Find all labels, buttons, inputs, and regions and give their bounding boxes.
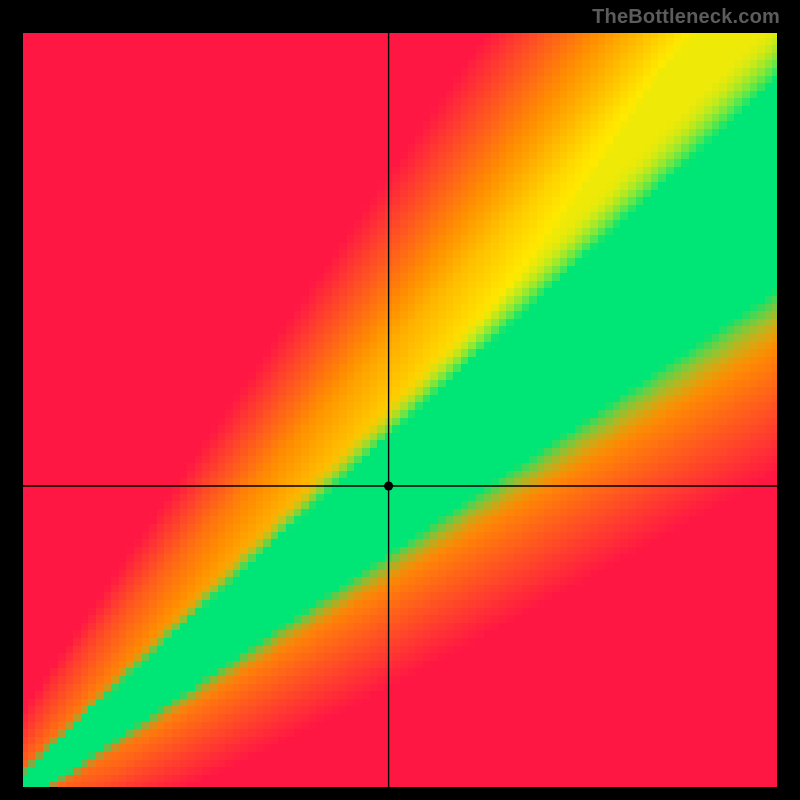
- watermark-text: TheBottleneck.com: [592, 6, 780, 29]
- overlay-canvas: [20, 30, 780, 790]
- plot-area: [20, 30, 780, 790]
- chart-container: TheBottleneck.com: [0, 0, 800, 800]
